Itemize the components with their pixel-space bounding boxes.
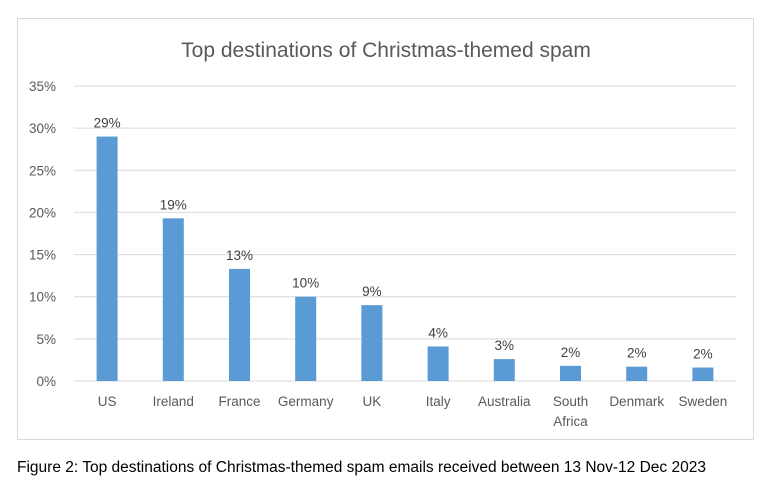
x-tick-label: UK (363, 394, 382, 409)
x-tick-label: Sweden (679, 394, 728, 409)
bar-chart: Top destinations of Christmas-themed spa… (29, 39, 736, 429)
data-label: 4% (428, 325, 448, 340)
data-label: 2% (561, 345, 581, 360)
x-tick-label: South Africa (553, 394, 588, 429)
x-tick-label: Germany (278, 394, 334, 409)
x-tick-label: France (218, 394, 260, 409)
bar (96, 136, 118, 381)
data-label: 2% (627, 346, 647, 361)
chart-title: Top destinations of Christmas-themed spa… (181, 39, 591, 62)
x-tick-label: Australia (478, 394, 531, 409)
x-tick-label: US (98, 394, 117, 409)
data-label: 10% (292, 276, 319, 291)
bar (229, 268, 250, 381)
figure-caption: Figure 2: Top destinations of Christmas-… (17, 459, 706, 476)
data-labels: 29% 19% 13% 10% 9% 4% 3% 2% 2% 2% (94, 116, 713, 362)
bar (427, 346, 449, 381)
y-tick-label: 5% (36, 332, 56, 347)
y-tick-label: 25% (29, 163, 56, 178)
bar (361, 305, 383, 381)
x-tick-label: Denmark (609, 394, 664, 409)
x-tick-label: Ireland (153, 394, 194, 409)
bar (560, 365, 581, 381)
y-tick-label: 0% (36, 374, 56, 389)
bar (162, 218, 184, 381)
data-label: 3% (495, 338, 515, 353)
y-tick-label: 10% (29, 290, 56, 305)
y-tick-label: 15% (29, 248, 56, 263)
bar (692, 367, 714, 381)
gridlines (74, 85, 736, 382)
bars (96, 136, 714, 381)
y-tick-label: 20% (29, 205, 56, 220)
bar (493, 359, 515, 381)
data-label: 29% (94, 116, 121, 131)
data-label: 19% (160, 197, 187, 212)
y-tick-label: 30% (29, 121, 56, 136)
data-label: 13% (226, 248, 253, 263)
data-label: 2% (693, 347, 713, 362)
data-label: 9% (362, 284, 382, 299)
bar (626, 366, 648, 381)
chart-frame: Top destinations of Christmas-themed spa… (17, 18, 754, 440)
y-axis-tick-labels: 0% 5% 10% 15% 20% 25% 30% 35% (29, 79, 56, 389)
x-tick-label: Italy (426, 394, 451, 409)
x-axis-tick-labels: US Ireland France Germany UK Italy Australia So… (98, 394, 728, 429)
bar (295, 296, 317, 381)
y-tick-label: 35% (29, 79, 56, 94)
